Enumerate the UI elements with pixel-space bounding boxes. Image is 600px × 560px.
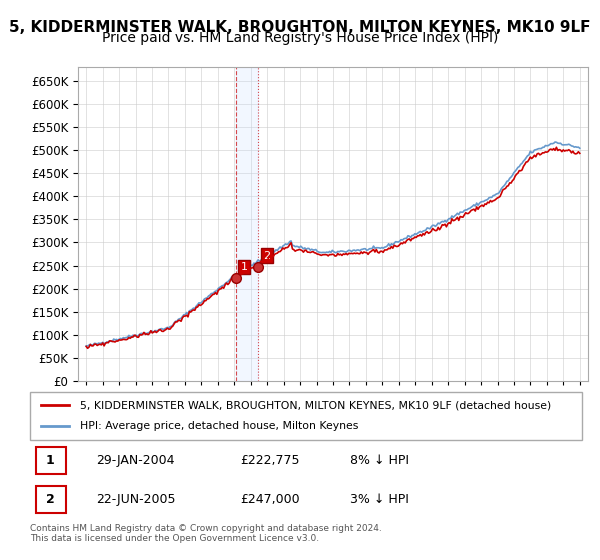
Text: 5, KIDDERMINSTER WALK, BROUGHTON, MILTON KEYNES, MK10 9LF (detached house): 5, KIDDERMINSTER WALK, BROUGHTON, MILTON… (80, 400, 551, 410)
Text: 1: 1 (46, 454, 55, 467)
Text: HPI: Average price, detached house, Milton Keynes: HPI: Average price, detached house, Milt… (80, 421, 358, 431)
Text: 22-JUN-2005: 22-JUN-2005 (96, 493, 176, 506)
FancyBboxPatch shape (35, 486, 66, 514)
Text: £247,000: £247,000 (240, 493, 299, 506)
Text: Price paid vs. HM Land Registry's House Price Index (HPI): Price paid vs. HM Land Registry's House … (102, 31, 498, 45)
Text: 2: 2 (263, 250, 271, 260)
Text: 2: 2 (46, 493, 55, 506)
Bar (236, 67, 259, 381)
Text: £222,775: £222,775 (240, 454, 299, 467)
Text: 3% ↓ HPI: 3% ↓ HPI (350, 493, 409, 506)
Text: 5, KIDDERMINSTER WALK, BROUGHTON, MILTON KEYNES, MK10 9LF: 5, KIDDERMINSTER WALK, BROUGHTON, MILTON… (9, 20, 591, 35)
Text: 29-JAN-2004: 29-JAN-2004 (96, 454, 175, 467)
Text: 1: 1 (241, 262, 248, 272)
Text: Contains HM Land Registry data © Crown copyright and database right 2024.
This d: Contains HM Land Registry data © Crown c… (30, 524, 382, 543)
FancyBboxPatch shape (30, 392, 582, 440)
FancyBboxPatch shape (35, 447, 66, 474)
Text: 8% ↓ HPI: 8% ↓ HPI (350, 454, 409, 467)
